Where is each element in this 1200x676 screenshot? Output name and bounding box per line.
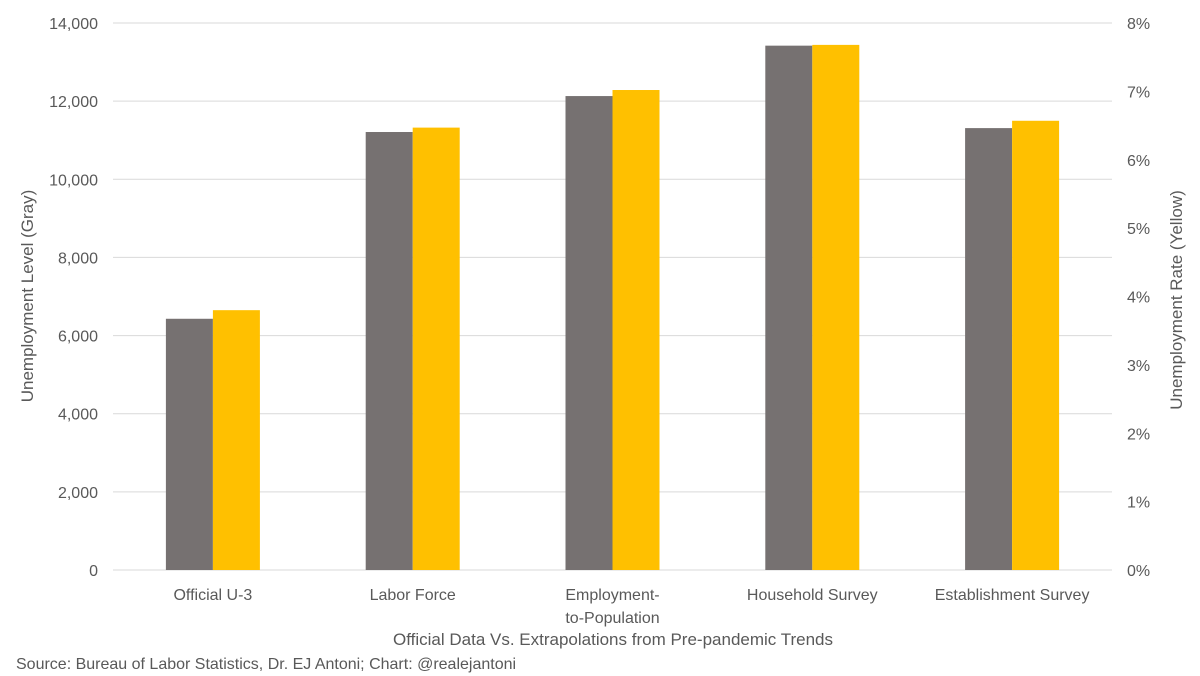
- left-tick-label: 4,000: [58, 407, 98, 424]
- right-tick-label: 2%: [1127, 426, 1150, 443]
- category-label: Establishment Survey: [935, 587, 1090, 604]
- category-label: Employment-to-Population: [565, 587, 659, 627]
- bar-rate: [212, 310, 260, 570]
- category-label: Labor Force: [370, 587, 456, 604]
- right-tick-label: 0%: [1127, 563, 1150, 580]
- category-labels: Official U-3 Labor Force Employment-to-Pop…: [173, 587, 1089, 627]
- right-tick-label: 1%: [1127, 495, 1150, 512]
- right-tick-label: 5%: [1127, 221, 1150, 238]
- bar-rate: [1012, 120, 1060, 571]
- left-tick-label: 12,000: [49, 94, 98, 111]
- right-tick-label: 6%: [1127, 153, 1150, 170]
- right-tick-label: 7%: [1127, 84, 1150, 101]
- bar-rate: [612, 90, 660, 570]
- right-tick-label: 4%: [1127, 290, 1150, 307]
- right-tick-label: 8%: [1127, 16, 1150, 33]
- left-axis-ticks: 0 2,000 4,000 6,000 8,000 10,000 12,000 14,000: [49, 16, 98, 580]
- right-axis-ticks: 0% 1% 2% 3% 4% 5% 6% 7% 8%: [1127, 16, 1150, 580]
- bar-level: [365, 132, 413, 571]
- bar-rate: [412, 127, 460, 571]
- bar-rate: [812, 44, 860, 570]
- left-tick-label: 10,000: [49, 172, 98, 189]
- y-axis-title-right: Unemployment Rate (Yellow): [1167, 190, 1186, 410]
- source-caption: Source: Bureau of Labor Statistics, Dr. …: [16, 656, 516, 673]
- right-tick-label: 3%: [1127, 358, 1150, 375]
- x-axis-title: Official Data Vs. Extrapolations from Pr…: [393, 630, 833, 649]
- bar-level: [565, 96, 613, 570]
- left-tick-label: 2,000: [58, 485, 98, 502]
- bar-level: [965, 128, 1013, 570]
- bar-level: [765, 45, 813, 570]
- left-tick-label: 14,000: [49, 16, 98, 33]
- category-label: Household Survey: [747, 587, 878, 604]
- bar-level: [165, 318, 213, 570]
- category-label: Official U-3: [173, 587, 252, 604]
- left-tick-label: 8,000: [58, 250, 98, 267]
- left-tick-label: 0: [89, 563, 98, 580]
- y-axis-title-left: Unemployment Level (Gray): [18, 190, 37, 403]
- left-tick-label: 6,000: [58, 329, 98, 346]
- bars: [165, 44, 1060, 571]
